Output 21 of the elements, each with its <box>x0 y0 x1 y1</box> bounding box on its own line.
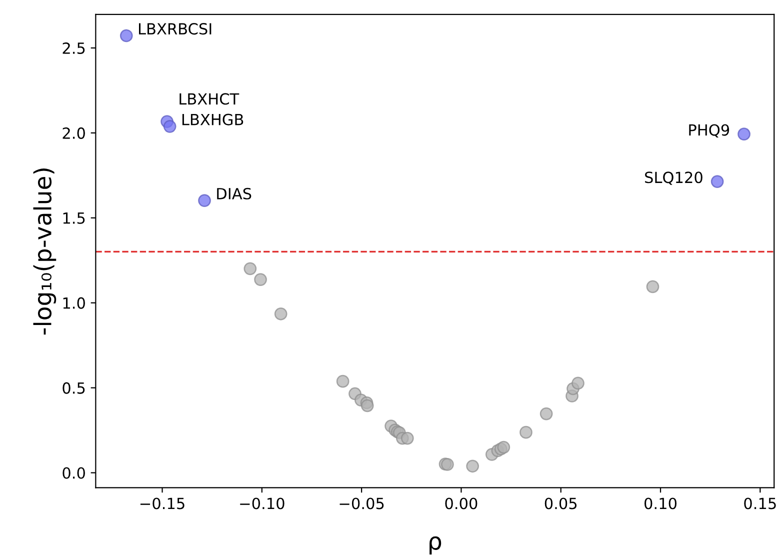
x-tick-label: 0.00 <box>445 498 478 510</box>
annotation: PHQ9 <box>689 124 730 138</box>
annotation: SLQ120 <box>645 172 702 185</box>
y-tick-label: 2.5 <box>62 42 85 54</box>
annotation: LBXRBCSI <box>138 23 212 35</box>
annotation: LBXHCT <box>180 93 240 105</box>
annotation: LBXHGB <box>182 114 244 126</box>
y-tick-label: 1.0 <box>63 297 85 309</box>
annotation: DIAS <box>217 188 252 200</box>
y-tick-label: 0.5 <box>62 382 85 394</box>
x-tick-label: −0.10 <box>240 498 284 510</box>
x-tick-label: −0.05 <box>340 498 384 510</box>
x-tick-label: 0.10 <box>644 498 677 510</box>
x-tick-label: −0.15 <box>140 498 184 510</box>
x-tick-label: 0.05 <box>544 498 577 510</box>
y-tick-label: 2.0 <box>62 127 85 139</box>
x-axis-title: ρ <box>430 536 442 555</box>
x-tick-label: 0.15 <box>744 498 776 510</box>
y-axis-title: -log₁₀(p-value) <box>33 168 56 335</box>
y-tick-label: 1.5 <box>63 212 85 224</box>
y-tick-label: 0.0 <box>62 467 85 479</box>
